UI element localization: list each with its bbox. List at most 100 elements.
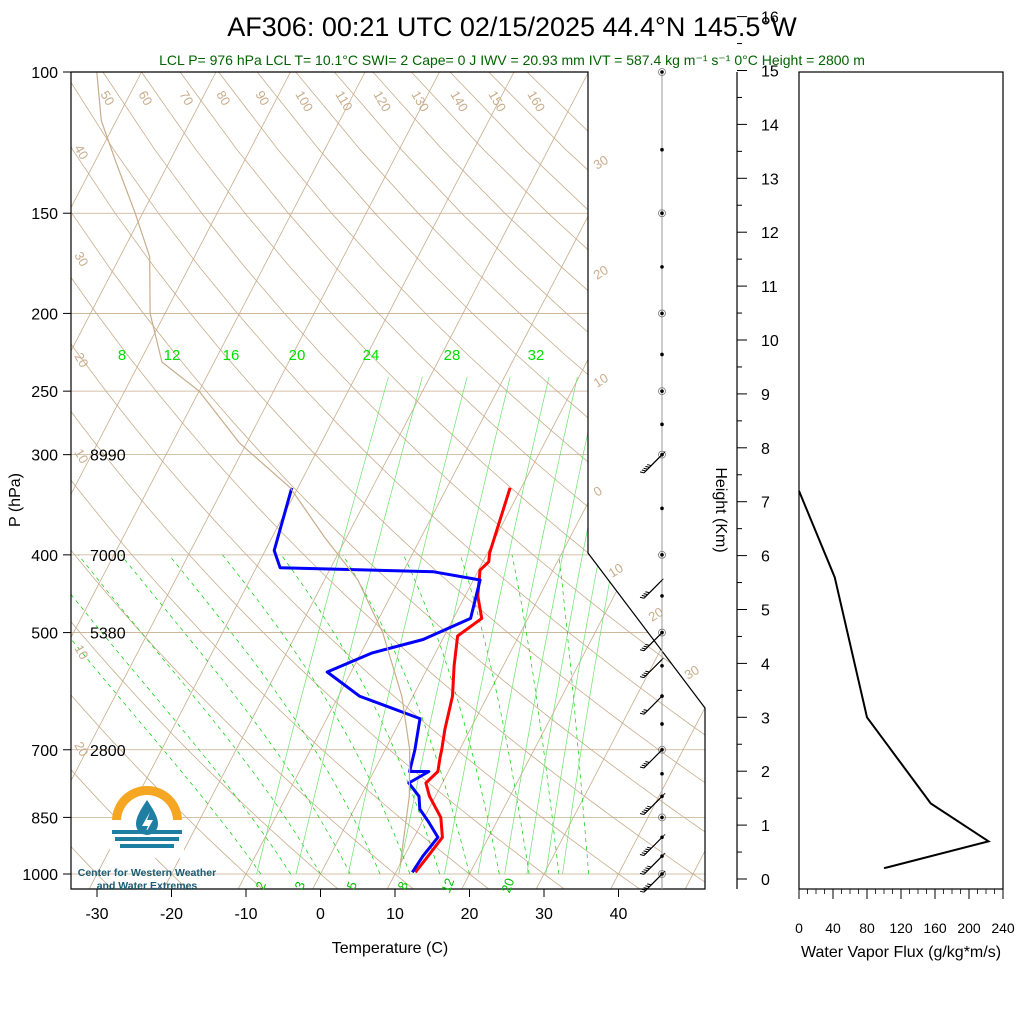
wind-barb-feather <box>650 870 666 886</box>
x-tick-label: -10 <box>234 906 257 923</box>
y-tick-label: 300 <box>31 448 58 465</box>
level-dot <box>660 389 664 393</box>
mixing-ratio-line <box>444 376 550 875</box>
wind-barb-feather <box>650 792 666 808</box>
dry-adiabat <box>71 211 705 833</box>
wind-barb-flag <box>643 672 648 675</box>
mixing-ratio-label: 8 <box>394 879 411 891</box>
y-tick-label: 400 <box>31 548 58 565</box>
level-dot <box>660 553 664 557</box>
isotherm-label-top: 60 <box>135 88 155 108</box>
level-dot <box>660 311 664 316</box>
dry-adiabat <box>256 72 705 513</box>
level-circle <box>658 745 666 754</box>
flux-tick-label: 240 <box>991 920 1015 936</box>
dry-adiabat <box>179 72 705 599</box>
wind-barb-flag <box>643 762 648 765</box>
plot-border <box>70 71 706 890</box>
mixing-ratio-label: 24 <box>363 347 380 364</box>
mixing-ratio-label: 12 <box>438 876 457 895</box>
wind-barb-feather <box>649 748 664 763</box>
dry-adiabat <box>488 72 705 274</box>
wind-barb-flag <box>647 805 652 808</box>
height-tick-label: 14 <box>761 117 779 134</box>
level-dot <box>660 594 664 598</box>
mixing-ratio-label: 3 <box>291 879 308 891</box>
height-tick-label: 2 <box>761 764 770 781</box>
isotherm-line <box>71 72 291 496</box>
level-dot <box>660 663 664 668</box>
height-tick-label: 8 <box>761 441 770 458</box>
level-dot <box>660 147 664 152</box>
parcel-profile <box>96 72 411 866</box>
wind-barb-flag <box>643 887 648 890</box>
wind-barb-flag <box>647 464 652 467</box>
dry-adiabat <box>71 621 339 889</box>
wind-barb-flag <box>645 807 650 810</box>
height-tick-label: 0 <box>761 872 770 889</box>
dry-adiabat <box>102 72 705 689</box>
wind-barb-flag <box>641 764 646 767</box>
isotherm-label-top: 50 <box>97 88 117 108</box>
moist-adiabat <box>342 554 470 875</box>
wind-barb-feather <box>649 631 664 646</box>
mixing-ratio-line <box>295 376 423 875</box>
level-circle <box>658 870 666 878</box>
isotherm-line <box>163 72 589 889</box>
isotherm-label-right: 10 <box>591 370 611 390</box>
isotherm-label-top: 70 <box>176 88 196 108</box>
x-tick-label: -20 <box>160 906 183 923</box>
isotherm-label-top: 140 <box>447 88 471 114</box>
wind-barb-feather <box>650 852 666 868</box>
wind-barb-flag <box>641 852 646 855</box>
level-circle <box>658 813 666 822</box>
wind-barb-flag <box>643 467 648 470</box>
flux-border <box>798 71 1004 890</box>
wind-barb-flag <box>643 850 648 853</box>
mixing-ratio-label: 16 <box>223 347 240 364</box>
mixing-ratio-label: 5 <box>343 879 360 891</box>
wind-barb-feather <box>650 833 666 849</box>
isotherm-label-top: 160 <box>524 88 548 114</box>
flux-axis-label: Water Vapor Flux (g/kg*m/s) <box>801 944 1001 961</box>
wind-barb-feather <box>649 578 664 594</box>
wind-barb-flag <box>645 867 650 870</box>
isotherm-label-right: 30 <box>682 662 702 682</box>
level-dot <box>660 265 664 269</box>
isotherm-line <box>71 72 366 639</box>
height-label: 2800 <box>90 743 126 760</box>
dry-adiabat <box>71 81 705 736</box>
flux-tick-label: 80 <box>859 920 875 936</box>
mixing-ratio-label: 20 <box>289 347 306 364</box>
height-tick-label: 1 <box>761 818 770 835</box>
x-axis-label: Temperature (C) <box>332 940 448 957</box>
skewt-background <box>71 72 705 889</box>
y-tick-label: 500 <box>31 626 58 643</box>
flux-tick-label: 120 <box>889 920 913 936</box>
level-dot <box>660 506 664 511</box>
mixing-ratio-line <box>347 376 468 875</box>
wind-barb-flag <box>639 872 645 875</box>
level-dot <box>660 771 664 776</box>
wind-barb-feather <box>649 657 664 673</box>
isotherm-line <box>71 72 217 352</box>
flux-tick-label: 0 <box>795 920 803 936</box>
height-tick-label: 13 <box>761 171 779 188</box>
isotherm-label-left: 10 <box>71 446 91 466</box>
mixing-ratio-line <box>256 376 389 875</box>
dry-adiabat <box>71 343 641 889</box>
dry-adiabat <box>71 410 565 889</box>
isotherm-label-top: 150 <box>485 88 509 114</box>
height-tick-label: 16 <box>761 10 779 27</box>
mixing-ratio-label: 8 <box>118 347 126 364</box>
y-tick-label: 1000 <box>22 867 58 884</box>
wind-barb-flag <box>639 812 645 815</box>
wind-barb-flag <box>641 888 646 891</box>
height-label: 8990 <box>90 448 126 465</box>
height-label: 7000 <box>90 548 126 565</box>
wind-barb-flag <box>641 871 646 873</box>
height-tick-label: 3 <box>761 710 770 727</box>
isotherm-label-right: 20 <box>646 604 666 624</box>
wind-barb-flag <box>641 811 646 814</box>
